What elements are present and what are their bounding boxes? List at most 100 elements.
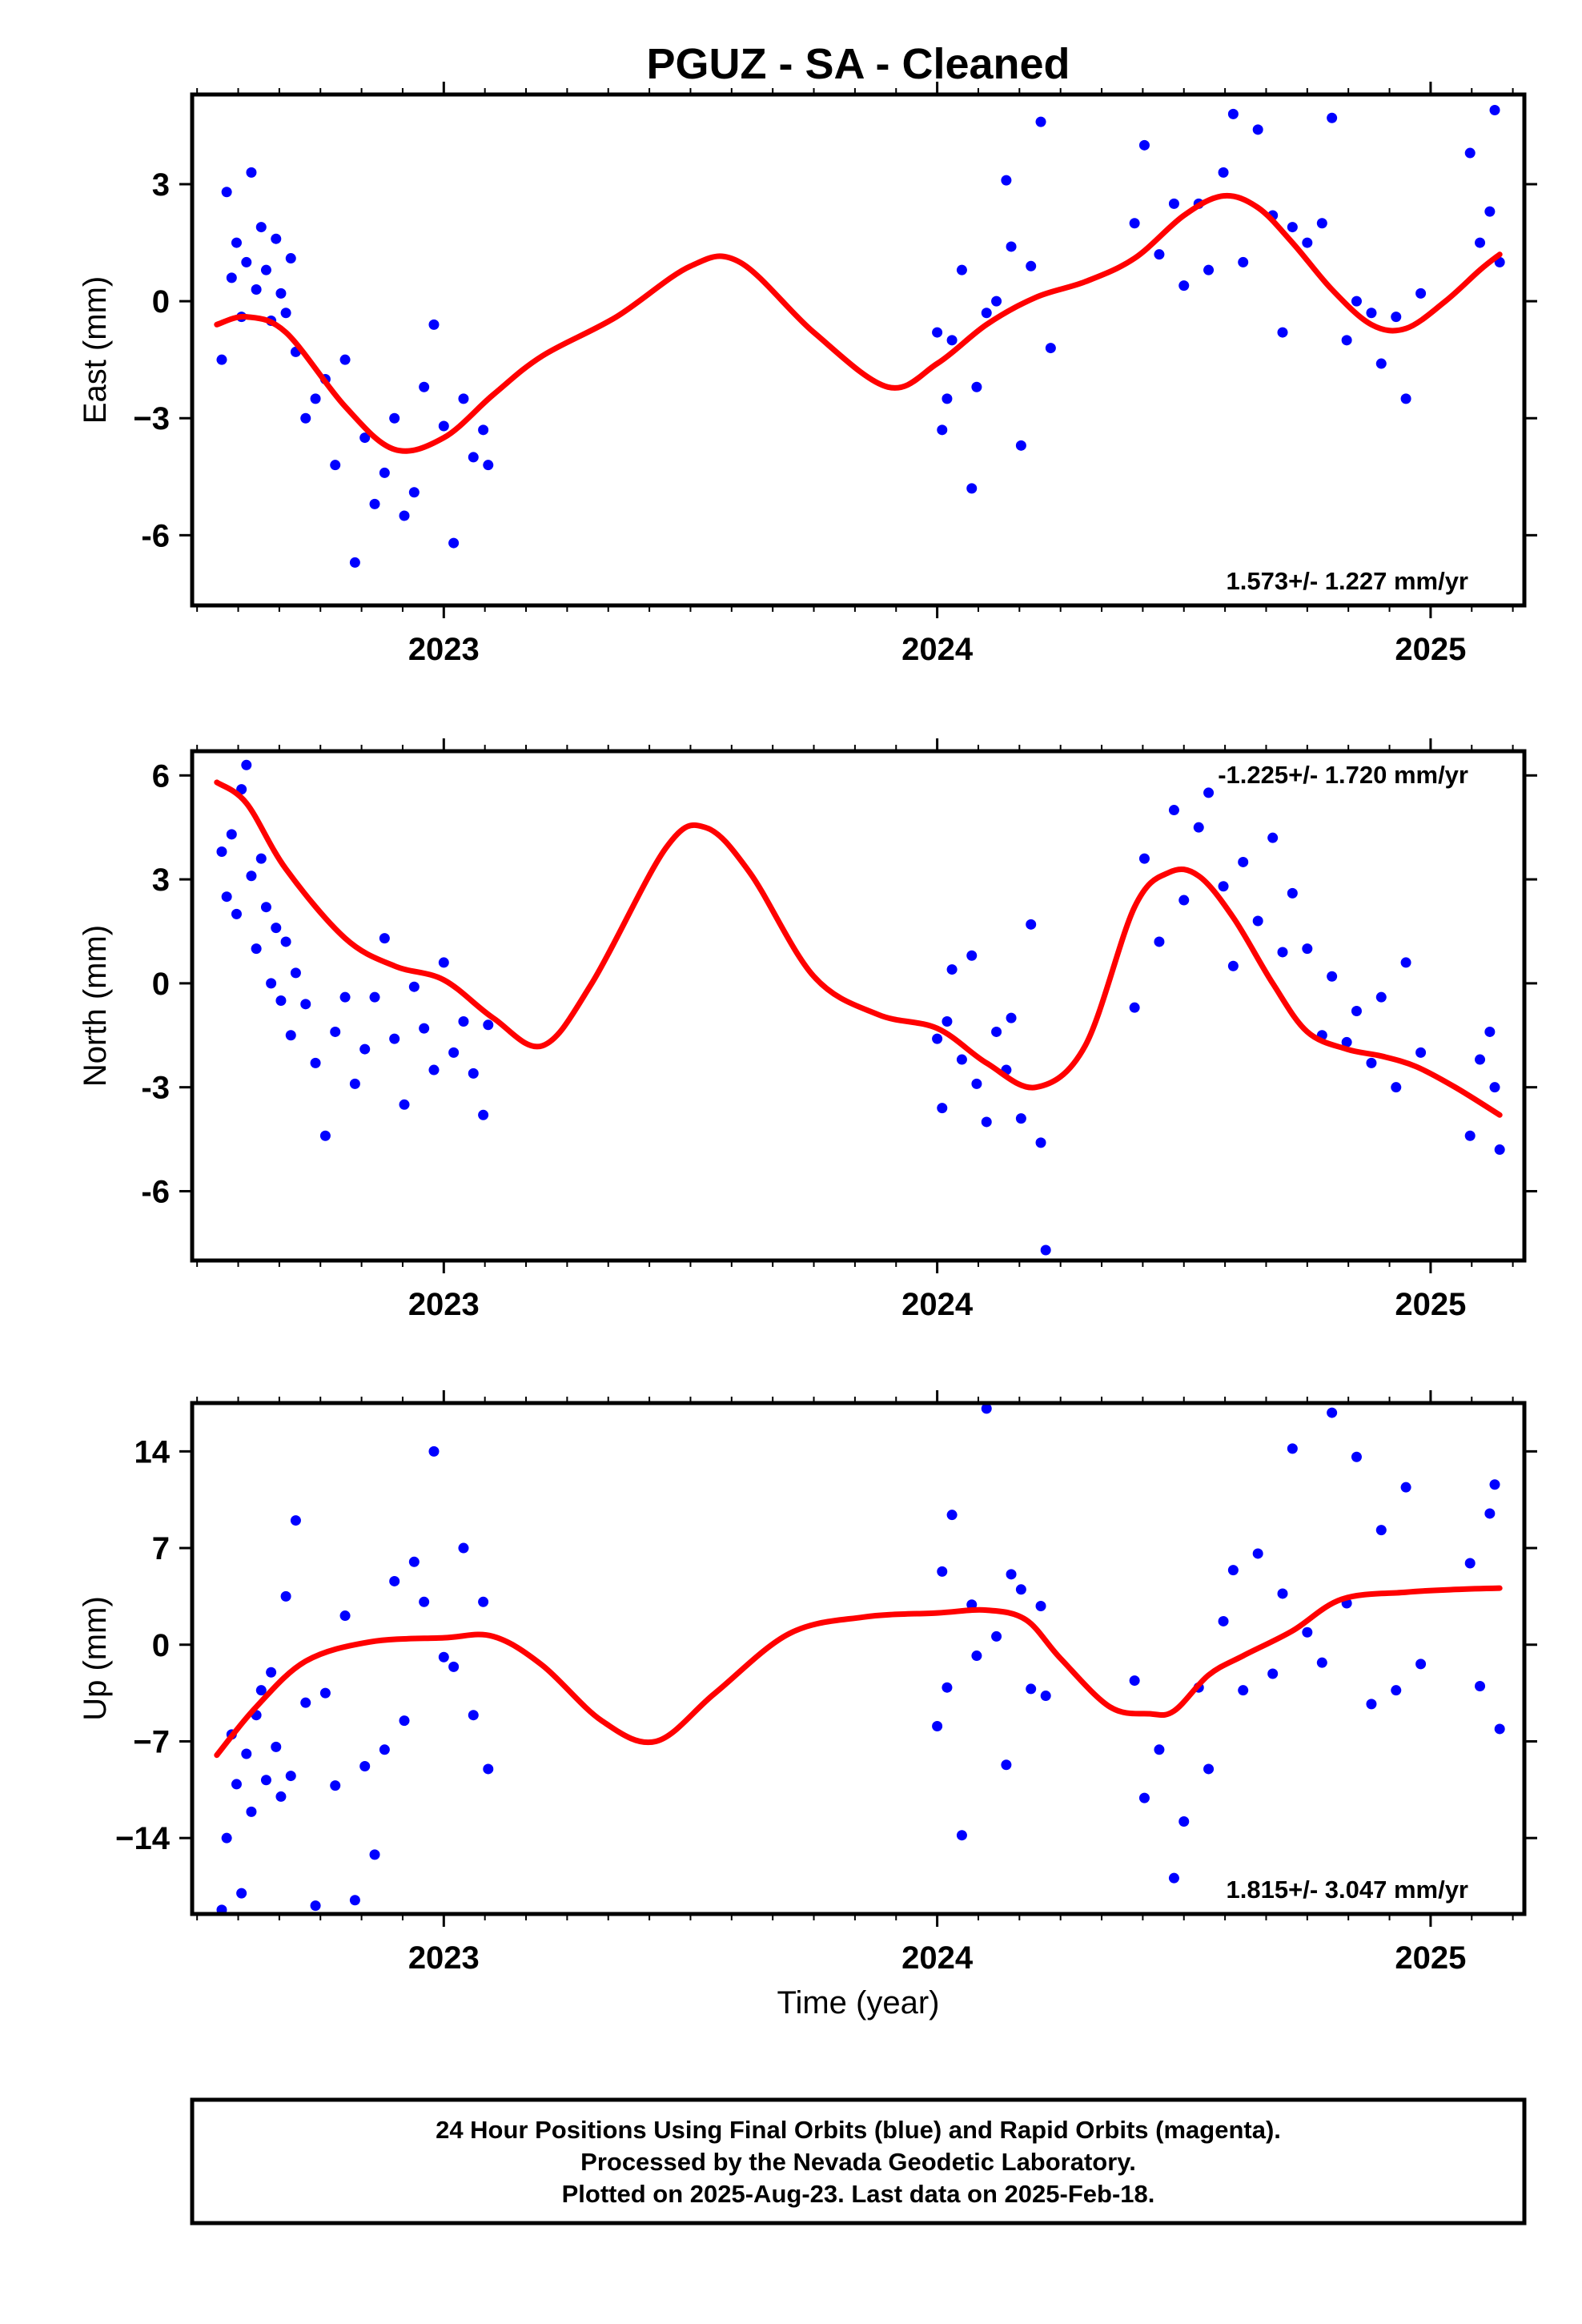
- up-y-axis-label: Up (mm): [78, 1596, 113, 1721]
- data-point: [981, 1403, 992, 1414]
- data-point: [1316, 1657, 1327, 1668]
- data-point: [448, 1047, 460, 1058]
- data-point: [1218, 1615, 1229, 1626]
- data-point: [1238, 256, 1249, 267]
- data-point: [359, 1043, 371, 1055]
- data-point: [932, 327, 943, 338]
- data-point: [290, 1515, 301, 1526]
- data-point: [389, 1575, 400, 1586]
- data-point: [438, 420, 449, 432]
- east-y-axis-label: East (mm): [78, 276, 113, 424]
- data-point: [319, 1130, 331, 1141]
- data-point: [483, 1763, 494, 1775]
- data-point: [946, 335, 958, 346]
- data-point: [1203, 787, 1215, 798]
- data-point: [226, 829, 237, 840]
- data-point: [1366, 1699, 1377, 1710]
- data-point: [260, 902, 271, 913]
- data-point: [349, 1895, 360, 1906]
- data-point: [458, 393, 469, 404]
- data-point: [428, 1064, 440, 1076]
- data-point: [1327, 1407, 1338, 1418]
- data-point: [946, 1510, 958, 1521]
- east-fit-curve: [214, 192, 1503, 454]
- data-point: [231, 1779, 242, 1790]
- data-point: [1045, 343, 1056, 354]
- data-point: [1287, 1443, 1298, 1454]
- data-point: [1129, 218, 1140, 229]
- data-point: [330, 460, 341, 471]
- data-point: [1489, 1082, 1500, 1093]
- data-point: [1475, 1054, 1486, 1065]
- data-point: [942, 393, 953, 404]
- data-point: [379, 467, 390, 478]
- data-point: [216, 354, 227, 365]
- data-point: [468, 1068, 479, 1079]
- data-point: [1168, 198, 1179, 209]
- data-point: [300, 1697, 311, 1708]
- data-point: [285, 1771, 296, 1782]
- data-point: [1227, 1565, 1239, 1576]
- y-tick-label: -6: [141, 1174, 170, 1209]
- data-point: [349, 557, 360, 568]
- data-point: [1218, 167, 1229, 178]
- data-point: [981, 308, 992, 319]
- data-point: [339, 991, 351, 1003]
- data-point: [255, 222, 267, 233]
- data-point: [251, 943, 262, 955]
- y-tick-label: -3: [141, 1071, 170, 1106]
- data-point: [1154, 936, 1165, 947]
- data-point: [285, 1030, 296, 1041]
- east-frame: [190, 92, 1527, 608]
- data-point: [399, 510, 410, 521]
- data-point: [1484, 206, 1496, 217]
- data-point: [300, 412, 311, 424]
- footer-frame: [190, 2097, 1527, 2225]
- data-point: [260, 1775, 271, 1786]
- data-point: [275, 287, 287, 299]
- data-point: [1154, 249, 1165, 260]
- data-point: [1391, 1685, 1402, 1696]
- data-point: [1026, 260, 1037, 271]
- data-point: [1154, 1744, 1165, 1755]
- up-frame: [190, 1401, 1527, 1916]
- data-point: [330, 1026, 341, 1037]
- data-point: [428, 319, 440, 330]
- up-fit-curve: [214, 1585, 1503, 1759]
- data-point: [971, 1651, 982, 1662]
- data-point: [1366, 308, 1377, 319]
- data-point: [1302, 237, 1313, 248]
- data-point: [1489, 1479, 1500, 1490]
- north-frame: [190, 749, 1527, 1263]
- data-point: [1375, 991, 1387, 1003]
- data-point: [1415, 287, 1427, 299]
- data-point: [255, 1685, 267, 1696]
- figure-title: PGUZ - SA - Cleaned: [646, 40, 1070, 88]
- data-point: [448, 1661, 460, 1672]
- data-point: [1267, 832, 1279, 843]
- up-panel: 2023 2024 2025 14 7 0 −7 −14 Up (mm) 1.815+/- 3.0…: [78, 1390, 1537, 1976]
- data-point: [408, 487, 420, 498]
- panels: 2023 2024 2025 3 0 −3 -6 East (mm) 1.573+/- 1.22…: [78, 82, 1537, 1976]
- data-point: [275, 1791, 287, 1802]
- data-point: [1475, 237, 1486, 248]
- data-point: [369, 991, 380, 1003]
- x-tick-label: 2023: [408, 1287, 480, 1322]
- x-tick-label: 2024: [901, 1940, 974, 1976]
- y-tick-label: -6: [141, 518, 170, 553]
- data-point: [379, 933, 390, 944]
- data-point: [942, 1682, 953, 1693]
- data-point: [1035, 116, 1046, 127]
- data-point: [1391, 1082, 1402, 1093]
- data-point: [478, 424, 489, 436]
- data-point: [1238, 856, 1249, 867]
- data-point: [1277, 327, 1288, 338]
- data-point: [1267, 1668, 1279, 1679]
- data-point: [1287, 887, 1298, 899]
- data-point: [1475, 1680, 1486, 1691]
- data-point: [310, 393, 321, 404]
- data-point: [1238, 1685, 1249, 1696]
- data-point: [478, 1109, 489, 1120]
- data-point: [285, 253, 296, 264]
- data-point: [1341, 1036, 1352, 1047]
